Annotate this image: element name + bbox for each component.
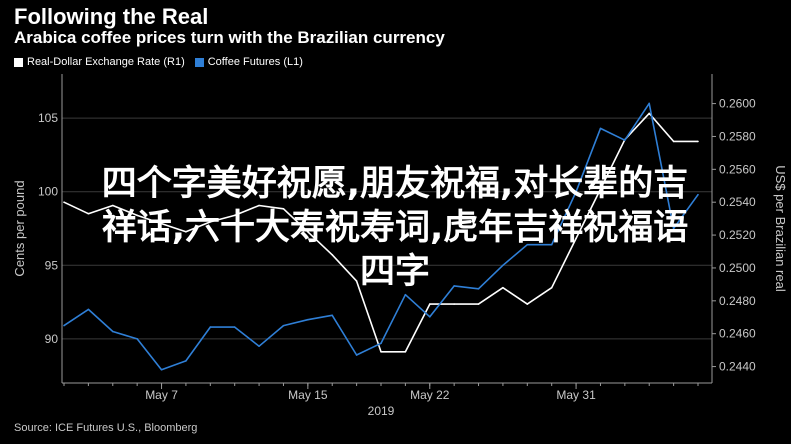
x-tick-label: May 31 [556, 388, 596, 402]
coffee-futures-point [185, 360, 187, 362]
right-axis-title: US$ per Brazilian real [773, 165, 788, 292]
coffee-futures-point [331, 314, 334, 317]
exchange-rate-point [575, 237, 577, 240]
legend: Real-Dollar Exchange Rate (R1) Coffee Fu… [14, 56, 303, 68]
left-tick-label: 105 [38, 111, 58, 125]
right-tick-label: 0.2460 [719, 327, 756, 341]
x-tick-label: May 15 [288, 388, 328, 402]
coffee-futures-point [258, 345, 260, 348]
legend-swatch-white-icon [14, 57, 23, 67]
right-tick-label: 0.2600 [719, 97, 756, 111]
exchange-rate-point [697, 140, 699, 143]
exchange-rate-point [380, 350, 382, 353]
left-tick-label: 100 [38, 185, 58, 199]
coffee-futures-point [380, 342, 382, 345]
left-axis-title: Cents per pound [12, 180, 27, 276]
coffee-futures-point [63, 324, 65, 327]
coffee-futures-point [550, 243, 553, 246]
right-tick-label: 0.2440 [719, 360, 756, 374]
exchange-rate-point [648, 112, 651, 115]
coffee-futures-point [477, 288, 480, 290]
x-tick-label: May 7 [145, 388, 178, 402]
exchange-rate-point [453, 303, 455, 305]
coffee-futures-point [355, 354, 358, 356]
exchange-rate-point [233, 214, 236, 217]
exchange-rate-point [428, 303, 431, 305]
right-tick-label: 0.2480 [719, 294, 756, 308]
exchange-rate-point [136, 214, 138, 217]
coffee-futures-point [575, 190, 577, 193]
exchange-rate-point [307, 230, 309, 233]
exchange-rate-point [672, 140, 675, 143]
legend-label-exchange-rate: Real-Dollar Exchange Rate (R1) [27, 56, 185, 68]
source-note: Source: ICE Futures U.S., Bloomberg [14, 422, 198, 434]
legend-swatch-blue-icon [194, 57, 204, 67]
legend-label-coffee-futures: Coffee Futures (L1) [207, 56, 303, 68]
exchange-rate-point [87, 212, 90, 215]
exchange-rate-point [526, 303, 529, 305]
coffee-futures-point [233, 326, 236, 328]
exchange-rate-point [209, 221, 212, 223]
exchange-rate-point [111, 204, 114, 207]
exchange-rate-point [185, 230, 187, 233]
legend-item-exchange-rate: Real-Dollar Exchange Rate (R1) [14, 56, 185, 68]
overlay-text: 四个字美好祝愿,朋友祝福,对长辈的吉 祥话,六十大寿祝寿词,虎年吉祥祝福语 四字 [101, 164, 689, 292]
right-tick-label: 0.2520 [719, 228, 756, 242]
coffee-futures-point [87, 308, 90, 311]
coffee-futures-point [453, 285, 455, 287]
coffee-futures-point [428, 315, 431, 318]
coffee-futures-point [111, 330, 114, 333]
exchange-rate-point [404, 350, 407, 353]
exchange-rate-point [355, 280, 358, 282]
left-tick-label: 95 [45, 258, 59, 272]
chart-title: Following the Real [14, 4, 209, 29]
right-tick-label: 0.2540 [719, 195, 756, 209]
chart-subtitle: Arabica coffee prices turn with the Braz… [14, 28, 445, 47]
x-year-label: 2019 [368, 404, 395, 418]
exchange-rate-point [550, 286, 553, 289]
coffee-futures-point [697, 193, 699, 196]
exchange-rate-point [477, 303, 480, 305]
coffee-futures-point [502, 264, 504, 267]
coffee-futures-point [404, 293, 407, 296]
coffee-futures-point [160, 368, 163, 371]
exchange-rate-point [282, 207, 285, 210]
legend-item-coffee-futures: Coffee Futures (L1) [194, 56, 303, 68]
coffee-futures-point [136, 338, 138, 340]
coffee-futures-point [526, 243, 529, 246]
coffee-futures-point [209, 326, 212, 328]
right-tick-label: 0.2580 [719, 129, 756, 143]
exchange-rate-point [63, 201, 65, 204]
coffee-futures-point [648, 102, 651, 105]
coffee-futures-point [282, 324, 285, 327]
coffee-futures-point [307, 318, 309, 321]
exchange-rate-point [599, 188, 602, 190]
coffee-futures-point [599, 127, 602, 130]
exchange-rate-point [502, 286, 504, 289]
coffee-futures-point [624, 139, 626, 142]
coffee-futures-point [672, 227, 675, 230]
right-tick-label: 0.2500 [719, 261, 756, 275]
x-tick-label: May 22 [410, 388, 450, 402]
right-tick-label: 0.2560 [719, 162, 756, 176]
exchange-rate-point [331, 253, 334, 256]
left-tick-label: 90 [45, 332, 59, 346]
exchange-rate-point [160, 222, 163, 225]
exchange-rate-point [258, 204, 260, 207]
